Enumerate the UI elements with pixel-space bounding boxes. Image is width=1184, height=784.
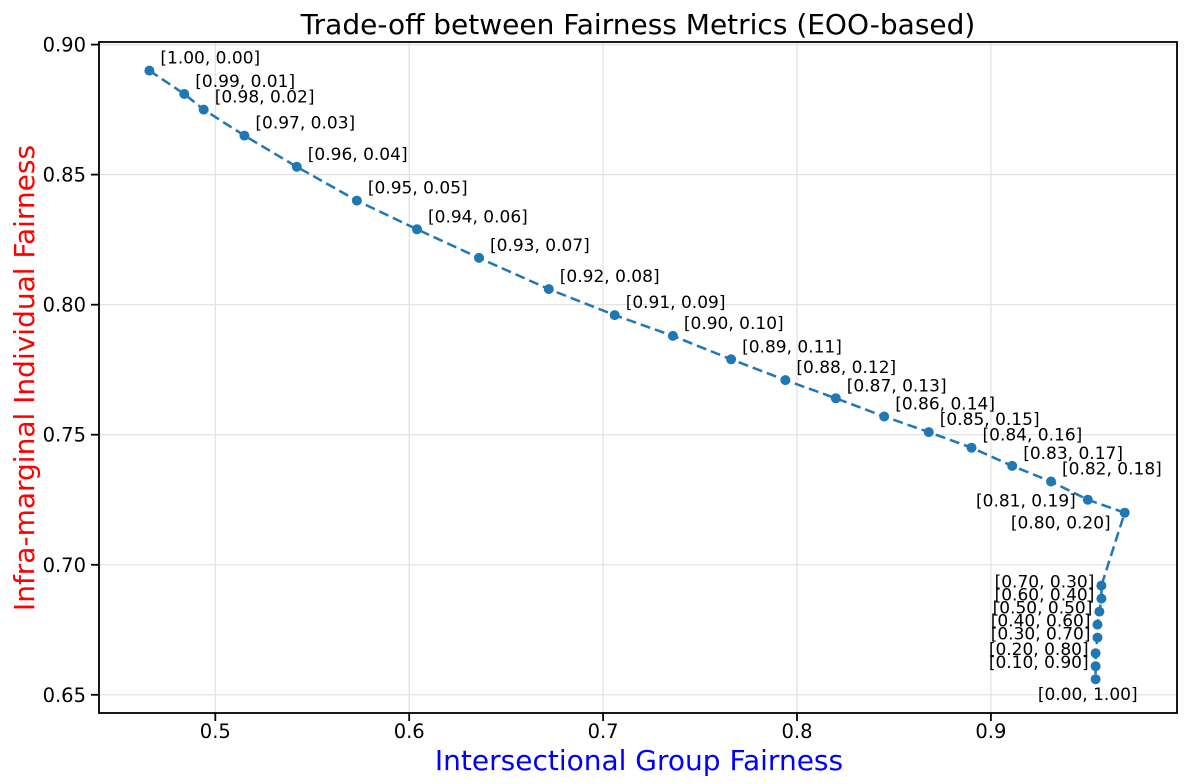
y-tick-label: 0.75 <box>43 424 86 447</box>
data-point <box>1092 632 1103 643</box>
data-point <box>923 427 934 438</box>
data-point <box>830 393 841 404</box>
y-tick-label: 0.80 <box>43 294 86 317</box>
y-tick-label: 0.90 <box>43 34 86 57</box>
x-tick-label: 0.8 <box>781 720 812 743</box>
data-point <box>726 354 737 365</box>
chart-title: Trade-off between Fairness Metrics (EOO-… <box>300 8 976 41</box>
point-annotation: [0.94, 0.06] <box>428 207 528 227</box>
point-annotation: [0.40, 0.60] <box>991 612 1091 632</box>
point-annotation: [0.88, 0.12] <box>796 358 896 378</box>
point-annotation: [0.96, 0.04] <box>308 145 408 165</box>
data-point <box>351 195 362 206</box>
data-point <box>966 442 977 453</box>
x-tick-label: 0.5 <box>200 720 231 743</box>
data-point <box>1090 648 1101 659</box>
data-point <box>412 224 422 235</box>
point-annotation: [0.89, 0.11] <box>742 337 842 357</box>
point-annotation: [0.87, 0.13] <box>847 376 947 396</box>
data-point <box>179 89 190 99</box>
data-point <box>474 252 484 263</box>
y-tick-label: 0.70 <box>43 554 86 577</box>
data-point <box>1096 580 1107 591</box>
point-annotation: [0.91, 0.09] <box>626 293 726 313</box>
data-point <box>1094 606 1105 617</box>
data-point <box>780 375 791 386</box>
y-axis-label: Infra-marginal Individual Fairness <box>8 145 41 611</box>
data-point <box>609 310 620 321</box>
point-annotation: [0.00, 1.00] <box>1038 685 1138 705</box>
data-point <box>1046 476 1056 487</box>
data-point <box>198 104 209 115</box>
data-point <box>239 130 250 141</box>
data-point <box>1007 460 1018 471</box>
data-point <box>1096 593 1107 604</box>
axes-frame <box>98 41 1178 714</box>
point-annotation: [0.81, 0.19] <box>976 492 1076 512</box>
y-tick-label: 0.65 <box>43 684 86 707</box>
point-annotation: [0.30, 0.70] <box>991 625 1091 645</box>
point-annotation: [0.84, 0.16] <box>983 426 1083 446</box>
point-annotation: [0.98, 0.02] <box>215 88 315 108</box>
point-annotation: [0.60, 0.40] <box>995 586 1095 606</box>
point-annotation: [0.82, 0.18] <box>1062 460 1162 480</box>
point-annotation: [0.83, 0.17] <box>1023 444 1123 464</box>
data-point <box>144 65 155 76</box>
data-point <box>1119 507 1130 518</box>
data-point <box>1092 619 1103 630</box>
data-point <box>291 161 302 172</box>
point-annotation: [0.10, 0.90] <box>989 653 1089 673</box>
point-annotation: [0.20, 0.80] <box>989 640 1089 660</box>
point-annotation: [0.95, 0.05] <box>368 179 468 199</box>
point-annotation: [0.85, 0.15] <box>940 410 1040 430</box>
point-annotation: [1.00, 0.00] <box>160 49 260 69</box>
y-tick-label: 0.85 <box>43 164 86 187</box>
plot-area: [1.00, 0.00] [0.99, 0.01][0.98, 0.02] [0.9… <box>43 34 1178 743</box>
data-point <box>1090 674 1101 685</box>
x-tick-label: 0.6 <box>394 720 425 743</box>
point-annotation: [0.90, 0.10] <box>684 314 784 334</box>
data-point <box>543 284 554 295</box>
point-annotation: [0.70, 0.30] <box>995 573 1095 593</box>
data-point <box>879 411 890 422</box>
point-annotation: [0.80, 0.20] <box>1011 514 1111 534</box>
point-annotation: [0.99, 0.01] <box>195 72 295 92</box>
point-annotation: [0.93, 0.07] <box>490 236 590 256</box>
point-annotation: [0.92, 0.08] <box>560 267 660 287</box>
data-point <box>1082 494 1093 505</box>
x-axis-label: Intersectional Group Fairness <box>435 744 843 777</box>
point-annotation: [0.86, 0.14] <box>895 395 995 415</box>
point-annotation: [0.50, 0.50] <box>993 599 1093 619</box>
x-tick-label: 0.7 <box>588 720 619 743</box>
data-point <box>1090 661 1101 672</box>
data-point <box>667 330 678 341</box>
point-annotation: [0.97, 0.03] <box>255 114 355 134</box>
x-tick-label: 0.9 <box>975 720 1006 743</box>
tradeoff-curve <box>148 69 1127 680</box>
